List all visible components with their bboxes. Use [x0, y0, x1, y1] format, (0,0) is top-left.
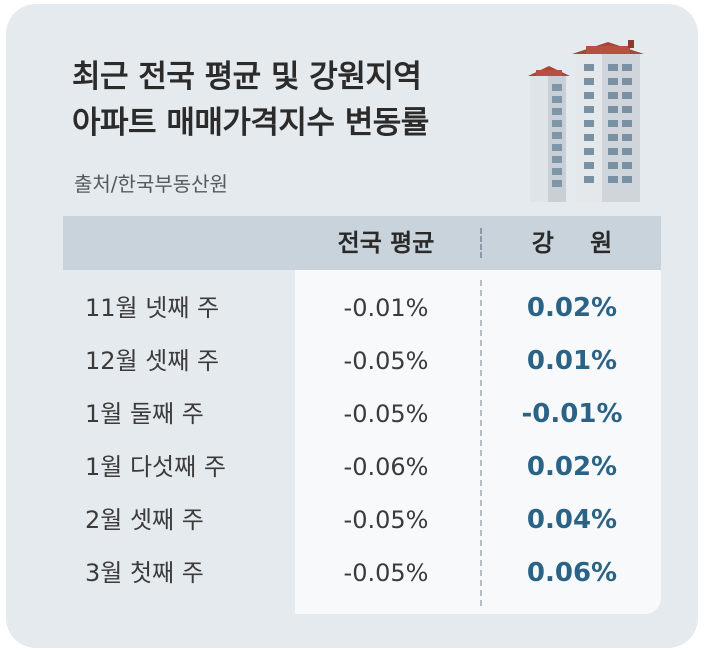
- national-value: -0.05%: [343, 347, 429, 375]
- source-note: 출처/한국부동산원: [74, 172, 228, 196]
- apartment-buildings-icon: [528, 40, 644, 202]
- table-header: 전국 평균 강 원: [63, 216, 661, 270]
- gangwon-value: 0.02%: [526, 293, 618, 323]
- row-label: 11월 넷째 주: [85, 294, 220, 322]
- infographic-card: 최근 전국 평균 및 강원지역 아파트 매매가격지수 변동률 출처/한국부동산원: [6, 4, 698, 648]
- national-value: -0.05%: [343, 400, 429, 428]
- title-line-2: 아파트 매매가격지수 변동률: [72, 105, 429, 141]
- gangwon-value: -0.01%: [521, 399, 623, 429]
- table-row: 12월 셋째 주 -0.05% 0.01%: [63, 335, 661, 387]
- gangwon-value: 0.04%: [526, 505, 618, 535]
- national-value: -0.06%: [343, 453, 429, 481]
- row-label: 1월 다섯째 주: [85, 453, 226, 481]
- national-value: -0.05%: [343, 506, 429, 534]
- column-header-national: 전국 평균: [337, 229, 435, 257]
- row-label: 2월 셋째 주: [85, 506, 204, 534]
- row-label: 3월 첫째 주: [85, 559, 204, 587]
- national-value: -0.01%: [343, 294, 429, 322]
- gangwon-value: 0.01%: [526, 346, 618, 376]
- title-line-1: 최근 전국 평균 및 강원지역: [72, 59, 422, 95]
- gangwon-value: 0.02%: [526, 452, 618, 482]
- column-header-gangwon: 강 원: [531, 229, 627, 257]
- column-divider: [480, 280, 482, 606]
- table-row: 2월 셋째 주 -0.05% 0.04%: [63, 494, 661, 546]
- table-row: 1월 둘째 주 -0.05% -0.01%: [63, 388, 661, 440]
- header-divider: [480, 228, 482, 258]
- gangwon-value: 0.06%: [526, 558, 618, 588]
- row-label: 1월 둘째 주: [85, 400, 204, 428]
- table-row: 11월 넷째 주 -0.01% 0.02%: [63, 282, 661, 334]
- data-table: 전국 평균 강 원 11월 넷째 주 -0.01% 0.02% 12월 셋째 주 -0.…: [63, 216, 661, 614]
- national-value: -0.05%: [343, 559, 429, 587]
- values-panel: [295, 270, 661, 614]
- row-label: 12월 셋째 주: [85, 347, 220, 375]
- chart-title: 최근 전국 평균 및 강원지역 아파트 매매가격지수 변동률: [72, 54, 429, 146]
- table-row: 3월 첫째 주 -0.05% 0.06%: [63, 547, 661, 599]
- table-row: 1월 다섯째 주 -0.06% 0.02%: [63, 441, 661, 493]
